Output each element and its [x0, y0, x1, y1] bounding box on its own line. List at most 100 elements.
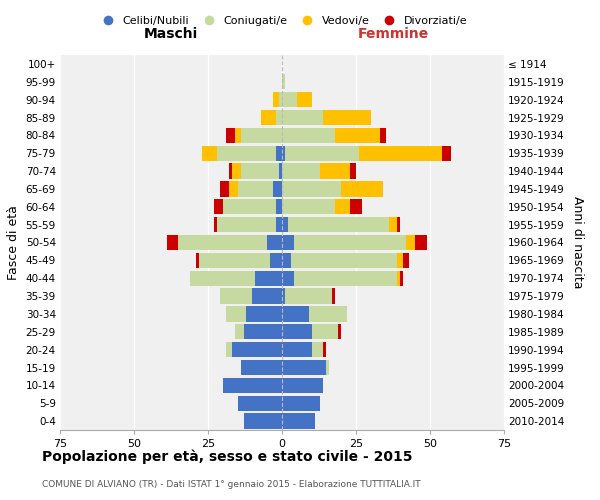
Bar: [273, 182, 282, 196]
Bar: [232, 342, 282, 357]
Bar: [282, 199, 335, 214]
Bar: [291, 253, 397, 268]
Bar: [247, 306, 282, 322]
Bar: [282, 182, 341, 196]
Bar: [350, 164, 356, 178]
Text: COMUNE DI ALVIANO (TR) - Dati ISTAT 1° gennaio 2015 - Elaborazione TUTTITALIA.IT: COMUNE DI ALVIANO (TR) - Dati ISTAT 1° g…: [42, 480, 421, 489]
Bar: [397, 270, 400, 286]
Bar: [338, 324, 341, 340]
Bar: [199, 253, 270, 268]
Bar: [442, 146, 451, 161]
Bar: [282, 128, 335, 143]
Bar: [285, 146, 359, 161]
Bar: [214, 217, 217, 232]
Bar: [256, 270, 282, 286]
Bar: [288, 217, 389, 232]
Bar: [229, 182, 238, 196]
Bar: [282, 235, 294, 250]
Bar: [241, 360, 282, 375]
Bar: [282, 378, 323, 393]
Y-axis label: Anni di nascita: Anni di nascita: [571, 196, 584, 289]
Bar: [273, 92, 279, 107]
Bar: [226, 128, 235, 143]
Bar: [217, 217, 276, 232]
Bar: [282, 74, 285, 90]
Bar: [226, 342, 232, 357]
Bar: [241, 128, 282, 143]
Bar: [276, 146, 282, 161]
Bar: [311, 342, 323, 357]
Bar: [397, 253, 403, 268]
Bar: [406, 235, 415, 250]
Bar: [332, 288, 335, 304]
Bar: [244, 324, 282, 340]
Bar: [282, 306, 308, 322]
Bar: [282, 414, 314, 428]
Bar: [341, 182, 383, 196]
Bar: [220, 288, 253, 304]
Bar: [335, 199, 350, 214]
Bar: [389, 217, 397, 232]
Bar: [196, 253, 199, 268]
Bar: [282, 360, 326, 375]
Bar: [223, 199, 276, 214]
Bar: [270, 253, 282, 268]
Bar: [397, 217, 400, 232]
Bar: [282, 324, 311, 340]
Bar: [241, 164, 279, 178]
Bar: [320, 164, 350, 178]
Bar: [214, 199, 223, 214]
Bar: [217, 146, 276, 161]
Bar: [238, 182, 273, 196]
Bar: [267, 235, 282, 250]
Bar: [323, 110, 371, 125]
Bar: [282, 270, 294, 286]
Bar: [400, 270, 403, 286]
Bar: [282, 217, 288, 232]
Bar: [232, 164, 241, 178]
Bar: [326, 360, 329, 375]
Bar: [285, 288, 332, 304]
Bar: [380, 128, 386, 143]
Bar: [276, 110, 282, 125]
Bar: [276, 217, 282, 232]
Bar: [190, 270, 256, 286]
Bar: [282, 110, 323, 125]
Bar: [308, 306, 347, 322]
Bar: [276, 199, 282, 214]
Bar: [282, 92, 297, 107]
Bar: [359, 146, 442, 161]
Bar: [297, 92, 311, 107]
Bar: [282, 253, 291, 268]
Bar: [294, 270, 397, 286]
Bar: [178, 235, 267, 250]
Bar: [415, 235, 427, 250]
Legend: Celibi/Nubili, Coniugati/e, Vedovi/e, Divorziati/e: Celibi/Nubili, Coniugati/e, Vedovi/e, Di…: [92, 12, 472, 30]
Y-axis label: Fasce di età: Fasce di età: [7, 205, 20, 280]
Bar: [220, 182, 229, 196]
Text: Femmine: Femmine: [358, 26, 428, 40]
Bar: [223, 378, 282, 393]
Bar: [235, 128, 241, 143]
Bar: [282, 164, 320, 178]
Bar: [335, 128, 380, 143]
Bar: [282, 342, 311, 357]
Text: Maschi: Maschi: [144, 26, 198, 40]
Bar: [244, 414, 282, 428]
Bar: [282, 396, 320, 411]
Bar: [226, 306, 247, 322]
Bar: [279, 164, 282, 178]
Text: Popolazione per età, sesso e stato civile - 2015: Popolazione per età, sesso e stato civil…: [42, 450, 413, 464]
Bar: [311, 324, 338, 340]
Bar: [202, 146, 217, 161]
Bar: [261, 110, 276, 125]
Bar: [279, 92, 282, 107]
Bar: [253, 288, 282, 304]
Bar: [403, 253, 409, 268]
Bar: [229, 164, 232, 178]
Bar: [294, 235, 406, 250]
Bar: [323, 342, 326, 357]
Bar: [282, 288, 285, 304]
Bar: [350, 199, 362, 214]
Bar: [167, 235, 178, 250]
